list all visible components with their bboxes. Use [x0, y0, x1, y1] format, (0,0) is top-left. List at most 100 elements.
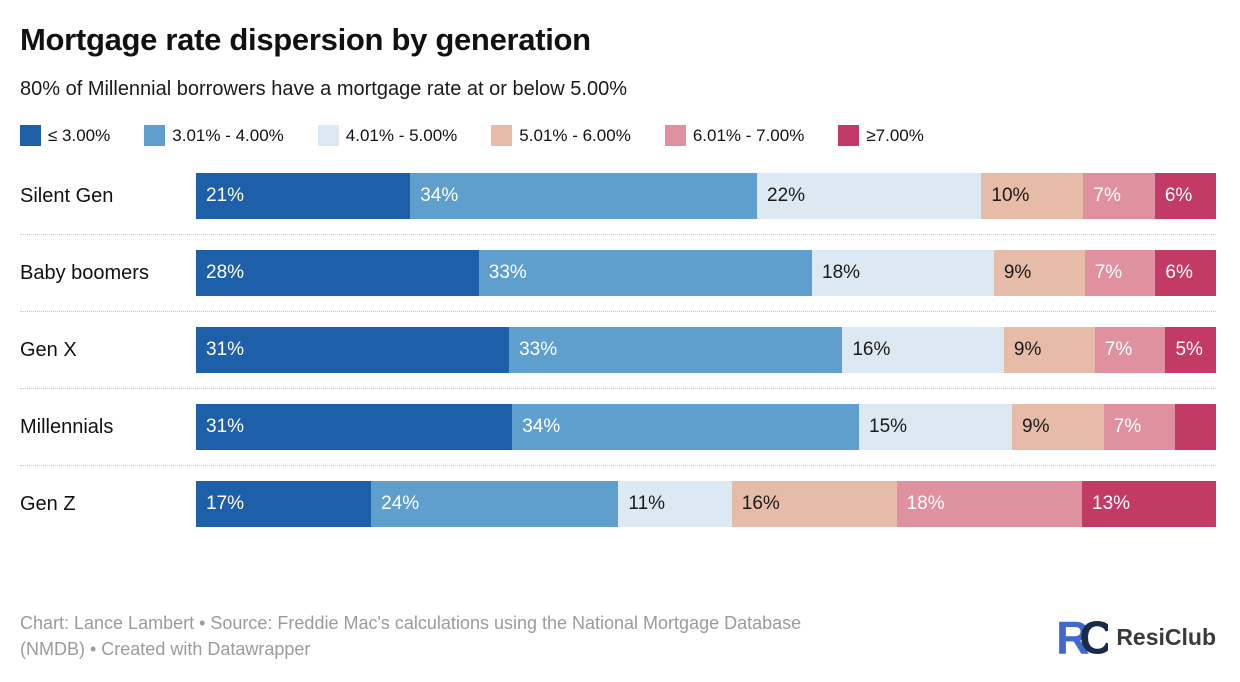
segment-value-label: 13% [1092, 493, 1131, 514]
segment-value-label: 24% [381, 493, 420, 514]
legend-item: ≥7.00% [838, 125, 924, 146]
stacked-bar: 31% 34% 15% 9% 7% [196, 404, 1216, 450]
segment-value-label: 7% [1113, 416, 1142, 437]
segment-value-label: 11% [628, 493, 666, 514]
legend-swatch [144, 125, 166, 146]
segment-value-label: 9% [1013, 339, 1042, 360]
chart-subtitle: 80% of Millennial borrowers have a mortg… [20, 78, 627, 100]
segment-value-label: 33% [488, 262, 527, 283]
legend-item: 4.01% - 5.00% [317, 125, 458, 146]
bar-segment: 7% [1084, 250, 1156, 296]
bar-segment: 9% [1012, 404, 1104, 450]
bar-segment: 18% [896, 481, 1083, 527]
legend-item: 3.01% - 4.00% [144, 125, 284, 146]
row-label: Baby boomers [20, 261, 149, 284]
credit-text: Chart: Lance Lambert • Source: Freddie M… [20, 612, 802, 659]
segment-value-label: 34% [420, 185, 459, 206]
bar-segment: 31% [196, 404, 513, 450]
chart-row: Baby boomers 28% 33% 18% 9% 7% 6% [20, 234, 1216, 311]
bar-segment: 21% [196, 173, 411, 219]
bar-segment: 28% [196, 250, 479, 296]
footer: Chart: Lance Lambert • Source: Freddie M… [20, 610, 1216, 662]
segment-value-label: 21% [206, 185, 245, 206]
segment-value-label: 16% [741, 493, 780, 514]
page-title: Mortgage rate dispersion by generation [20, 22, 591, 57]
bar-segment: 11% [618, 481, 732, 527]
legend-swatch [838, 125, 860, 146]
bar-segment: 33% [478, 250, 813, 296]
legend-swatch [491, 125, 513, 146]
segment-value-label: 18% [822, 262, 861, 283]
bar-segment: 31% [196, 327, 510, 373]
chart-row: Millennials 31% 34% 15% 9% 7% [20, 388, 1216, 465]
row-label: Gen X [20, 338, 77, 361]
segment-value-label: 16% [852, 339, 891, 360]
bar-segment: 6% [1155, 250, 1216, 296]
bar-segment: 24% [371, 481, 619, 527]
chart-row: Gen Z 17% 24% 11% 16% 18% 13% [20, 465, 1216, 542]
row-label: Silent Gen [20, 184, 114, 207]
row-label: Gen Z [20, 492, 76, 515]
segment-value-label: 5% [1175, 339, 1203, 360]
bar-segment: 7% [1083, 173, 1155, 219]
bar-segment: 9% [1003, 327, 1095, 373]
bar-segment [1175, 404, 1216, 450]
bar-segment: 34% [512, 404, 859, 450]
bar-segment: 13% [1082, 481, 1216, 527]
legend-label: 6.01% - 7.00% [692, 125, 805, 145]
resiclub-monogram-icon: R C [1056, 614, 1108, 660]
bar-segment: 7% [1094, 327, 1166, 373]
segment-value-label: 33% [519, 339, 558, 360]
stacked-bar: 17% 24% 11% 16% 18% 13% [196, 481, 1216, 527]
segment-value-label: 31% [206, 339, 245, 360]
bar-segment: 7% [1103, 404, 1176, 450]
chart-row: Silent Gen 21% 34% 22% 10% 7% 6% [20, 158, 1217, 234]
segment-value-label: 7% [1104, 339, 1133, 360]
bar-segment: 18% [812, 250, 994, 296]
svg-text:R: R [1056, 614, 1090, 660]
bar-segment: 34% [410, 173, 757, 219]
segment-value-label: 6% [1164, 185, 1193, 206]
segment-value-label: 34% [522, 416, 561, 437]
chart-row: Gen X 31% 33% 16% 9% 7% 5% [20, 311, 1216, 388]
legend-item: ≤ 3.00% [20, 125, 110, 146]
segment-value-label: 28% [206, 262, 245, 283]
segment-value-label: 9% [1003, 262, 1032, 283]
segment-value-label: 9% [1022, 416, 1050, 437]
legend-label: 4.01% - 5.00% [345, 125, 458, 145]
legend-label: 5.01% - 6.00% [519, 125, 631, 145]
brand-name: ResiClub [1116, 623, 1216, 650]
bar-segment: 5% [1165, 327, 1216, 373]
stacked-bar: 21% 34% 22% 10% 7% 6% [196, 173, 1217, 219]
legend-swatch [664, 125, 686, 146]
segment-value-label: 22% [767, 185, 806, 206]
legend-label: ≥7.00% [866, 125, 924, 145]
legend-swatch [317, 125, 339, 146]
stacked-bar-chart: Silent Gen 21% 34% 22% 10% 7% 6% Baby boomers 28… [20, 158, 1217, 542]
segment-value-label: 17% [206, 493, 245, 514]
legend-item: 6.01% - 7.00% [664, 125, 805, 146]
resiclub-logo: R C ResiClub [1056, 614, 1216, 662]
stacked-bar: 28% 33% 18% 9% 7% 6% [196, 250, 1216, 296]
segment-value-label: 7% [1093, 185, 1121, 206]
legend: ≤ 3.00% 3.01% - 4.00% 4.01% - 5.00% 5.01% -… [20, 125, 1216, 146]
segment-value-label: 15% [869, 416, 908, 437]
stacked-bar: 31% 33% 16% 9% 7% 5% [196, 327, 1216, 373]
segment-value-label: 7% [1094, 262, 1123, 283]
segment-value-label: 31% [206, 416, 245, 437]
legend-label: ≤ 3.00% [48, 125, 111, 145]
bar-segment: 16% [842, 327, 1004, 373]
legend-swatch [20, 125, 41, 146]
bar-segment: 17% [196, 481, 372, 527]
segment-value-label: 10% [991, 185, 1030, 206]
row-label: Millennials [20, 415, 114, 438]
legend-label: 3.01% - 4.00% [172, 125, 284, 145]
svg-text:C: C [1080, 614, 1109, 660]
bar-segment: 9% [993, 250, 1085, 296]
segment-value-label: 6% [1165, 262, 1193, 283]
bar-segment: 22% [757, 173, 982, 219]
segment-value-label: 18% [906, 493, 945, 514]
bar-segment: 15% [859, 404, 1012, 450]
bar-segment: 10% [981, 173, 1084, 219]
